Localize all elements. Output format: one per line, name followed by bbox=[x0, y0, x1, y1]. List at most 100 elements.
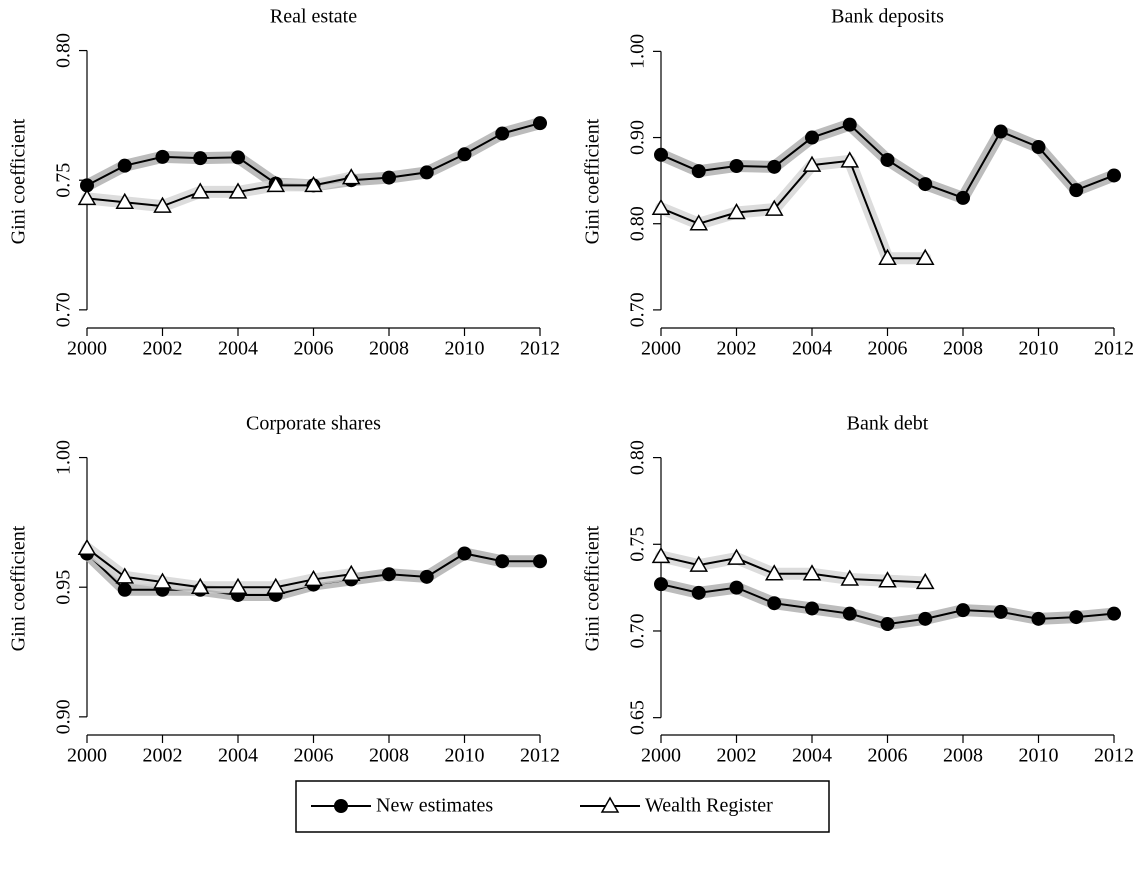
x-tick-label: 2006 bbox=[294, 338, 334, 360]
marker bbox=[689, 555, 709, 572]
marker bbox=[153, 196, 172, 213]
y-axis-label: Gini coefficient bbox=[8, 118, 30, 244]
x-tick-label: 2008 bbox=[943, 745, 983, 767]
legend-marker bbox=[600, 796, 620, 813]
marker bbox=[842, 606, 857, 621]
panel-title: Corporate shares bbox=[246, 413, 381, 435]
y-tick-label: 0.95 bbox=[53, 570, 75, 605]
x-tick-label: 2004 bbox=[792, 745, 832, 767]
x-tick-label: 2008 bbox=[943, 338, 983, 360]
marker bbox=[654, 577, 668, 592]
marker bbox=[727, 548, 746, 565]
marker bbox=[190, 182, 210, 199]
marker bbox=[918, 177, 933, 192]
marker bbox=[155, 149, 170, 164]
marker bbox=[190, 577, 210, 594]
x-tick-label: 2002 bbox=[717, 745, 757, 767]
x-tick-label: 2000 bbox=[67, 338, 107, 360]
marker bbox=[729, 580, 744, 595]
x-tick-label: 2002 bbox=[717, 338, 757, 360]
marker bbox=[341, 168, 361, 185]
y-tick-label: 0.65 bbox=[627, 700, 649, 735]
y-tick-label: 0.90 bbox=[627, 120, 649, 155]
marker bbox=[805, 601, 819, 616]
y-tick-label: 0.70 bbox=[53, 292, 75, 327]
marker bbox=[457, 546, 472, 561]
marker bbox=[77, 538, 97, 556]
marker bbox=[228, 182, 248, 199]
x-tick-label: 2004 bbox=[792, 338, 832, 360]
marker bbox=[802, 564, 822, 581]
marker bbox=[842, 117, 857, 132]
marker bbox=[1107, 168, 1121, 183]
marker bbox=[651, 198, 671, 215]
x-tick-label: 2006 bbox=[868, 745, 908, 767]
marker bbox=[915, 572, 935, 590]
x-tick-label: 2008 bbox=[369, 338, 409, 360]
x-tick-label: 2000 bbox=[641, 745, 681, 767]
x-tick-label: 2012 bbox=[520, 338, 560, 360]
x-tick-label: 2010 bbox=[445, 745, 485, 767]
x-tick-label: 2002 bbox=[143, 338, 183, 360]
marker bbox=[729, 158, 744, 173]
marker bbox=[382, 170, 396, 185]
y-tick-label: 0.75 bbox=[53, 163, 75, 198]
marker bbox=[878, 571, 897, 588]
marker bbox=[1069, 183, 1084, 198]
x-tick-label: 2008 bbox=[369, 745, 409, 767]
marker bbox=[266, 577, 286, 594]
x-tick-label: 2012 bbox=[1094, 338, 1134, 360]
marker bbox=[533, 116, 547, 131]
marker bbox=[1107, 606, 1121, 621]
legend-label: New estimates bbox=[376, 795, 493, 817]
marker bbox=[767, 596, 782, 611]
x-tick-label: 2010 bbox=[1019, 745, 1059, 767]
panel-title: Real estate bbox=[270, 6, 357, 28]
marker bbox=[231, 150, 245, 165]
marker bbox=[419, 569, 434, 584]
marker bbox=[956, 603, 970, 618]
marker bbox=[654, 147, 668, 162]
marker bbox=[764, 564, 784, 581]
y-tick-label: 1.00 bbox=[627, 34, 649, 69]
marker bbox=[117, 158, 132, 173]
y-tick-label: 0.80 bbox=[53, 33, 75, 68]
series-line bbox=[86, 547, 352, 589]
marker bbox=[115, 567, 135, 584]
marker bbox=[878, 248, 897, 265]
marker bbox=[689, 214, 709, 231]
marker bbox=[117, 582, 132, 597]
marker bbox=[304, 175, 323, 193]
marker bbox=[457, 147, 472, 162]
marker bbox=[1069, 610, 1084, 625]
marker bbox=[193, 151, 208, 166]
marker bbox=[1031, 140, 1046, 155]
marker bbox=[805, 130, 819, 145]
x-tick-label: 2000 bbox=[641, 338, 681, 360]
y-tick-label: 0.90 bbox=[53, 699, 75, 734]
x-tick-label: 2012 bbox=[1094, 745, 1134, 767]
marker bbox=[495, 554, 510, 569]
x-tick-label: 2000 bbox=[67, 745, 107, 767]
y-tick-label: 0.75 bbox=[627, 527, 649, 562]
marker bbox=[115, 192, 135, 209]
marker bbox=[764, 199, 784, 216]
x-tick-label: 2006 bbox=[294, 745, 334, 767]
marker bbox=[880, 617, 895, 632]
marker bbox=[495, 126, 510, 141]
marker bbox=[802, 155, 822, 172]
marker bbox=[419, 165, 434, 180]
y-axis-label: Gini coefficient bbox=[582, 118, 604, 244]
marker bbox=[341, 564, 361, 581]
marker bbox=[918, 611, 933, 626]
marker bbox=[266, 175, 286, 193]
marker bbox=[840, 569, 860, 586]
marker bbox=[77, 188, 97, 206]
marker bbox=[727, 203, 746, 220]
y-axis-label: Gini coefficient bbox=[582, 525, 604, 651]
marker bbox=[382, 567, 396, 582]
marker bbox=[533, 554, 547, 569]
legend-box bbox=[295, 780, 830, 833]
marker bbox=[80, 178, 94, 193]
